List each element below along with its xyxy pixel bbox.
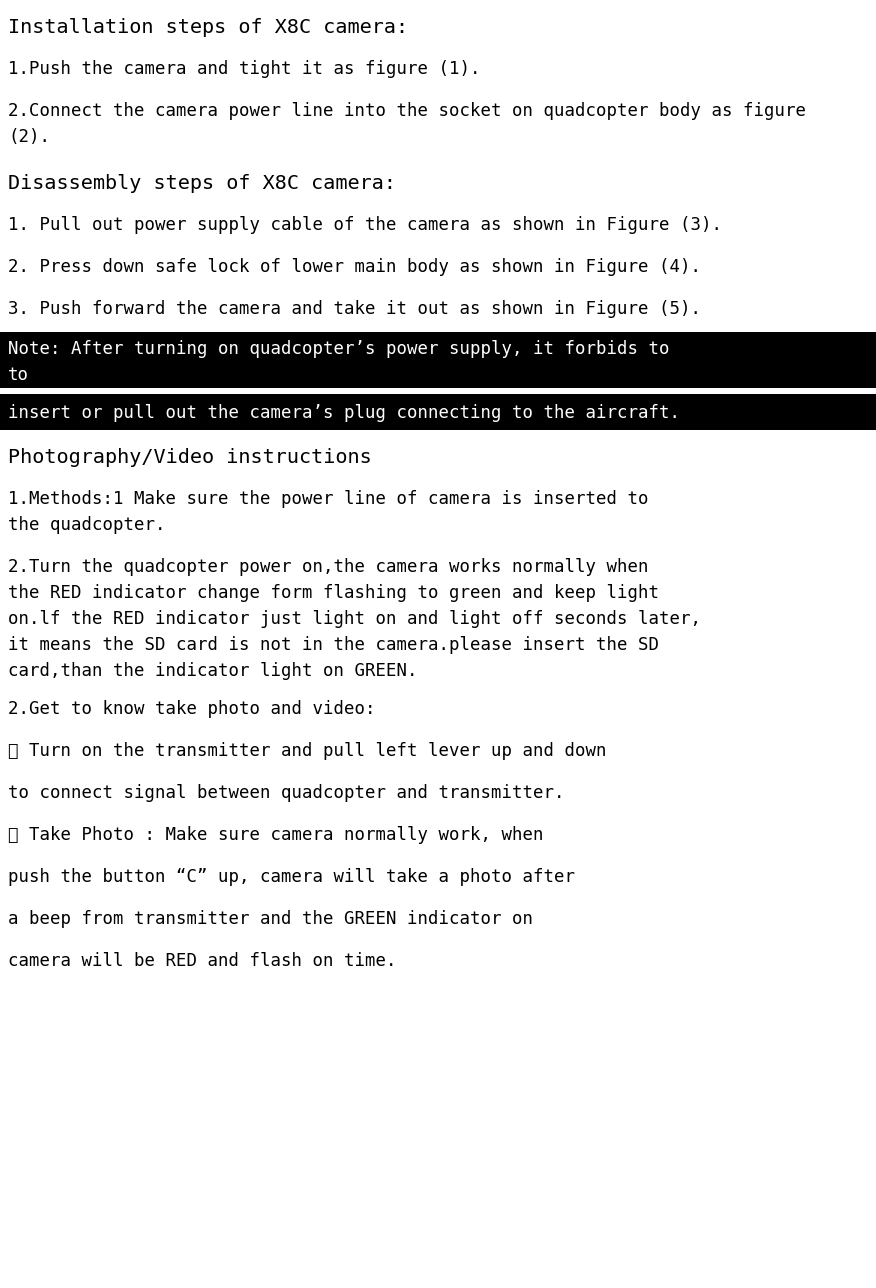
Text: it means the SD card is not in the camera.please insert the SD: it means the SD card is not in the camer…	[8, 636, 659, 654]
Text: a beep from transmitter and the GREEN indicator on: a beep from transmitter and the GREEN in…	[8, 911, 533, 927]
Text: 2. Press down safe lock of lower main body as shown in Figure (4).: 2. Press down safe lock of lower main bo…	[8, 258, 701, 276]
Text: the quadcopter.: the quadcopter.	[8, 516, 166, 535]
Text: push the button “C” up, camera will take a photo after: push the button “C” up, camera will take…	[8, 868, 575, 886]
Text: (2).: (2).	[8, 128, 50, 146]
Text: to connect signal between quadcopter and transmitter.: to connect signal between quadcopter and…	[8, 784, 564, 802]
Text: camera will be RED and flash on time.: camera will be RED and flash on time.	[8, 952, 397, 970]
Text: Installation steps of X8C camera:: Installation steps of X8C camera:	[8, 18, 408, 37]
Text: Note: After turning on quadcopter’s power supply, it forbids to: Note: After turning on quadcopter’s powe…	[8, 340, 669, 358]
Text: 2.Turn the quadcopter power on,the camera works normally when: 2.Turn the quadcopter power on,the camer…	[8, 558, 648, 576]
Text: 1. Pull out power supply cable of the camera as shown in Figure (3).: 1. Pull out power supply cable of the ca…	[8, 216, 722, 234]
Text: 3. Push forward the camera and take it out as shown in Figure (5).: 3. Push forward the camera and take it o…	[8, 300, 701, 318]
Text: 2.Connect the camera power line into the socket on quadcopter body as figure: 2.Connect the camera power line into the…	[8, 102, 806, 120]
Text: card,than the indicator light on GREEN.: card,than the indicator light on GREEN.	[8, 662, 418, 680]
Text: ① Turn on the transmitter and pull left lever up and down: ① Turn on the transmitter and pull left …	[8, 742, 606, 760]
Text: Disassembly steps of X8C camera:: Disassembly steps of X8C camera:	[8, 174, 396, 193]
Text: 1.Push the camera and tight it as figure (1).: 1.Push the camera and tight it as figure…	[8, 61, 481, 79]
Text: ② Take Photo : Make sure camera normally work, when: ② Take Photo : Make sure camera normally…	[8, 826, 543, 844]
Text: on.lf the RED indicator just light on and light off seconds later,: on.lf the RED indicator just light on an…	[8, 611, 701, 629]
Text: insert or pull out the camera’s plug connecting to the aircraft.: insert or pull out the camera’s plug con…	[8, 404, 680, 422]
Text: Photography/Video instructions: Photography/Video instructions	[8, 448, 371, 468]
Text: the RED indicator change form flashing to green and keep light: the RED indicator change form flashing t…	[8, 583, 659, 601]
Text: to: to	[8, 366, 29, 384]
Text: 1.Methods:1 Make sure the power line of camera is inserted to: 1.Methods:1 Make sure the power line of …	[8, 489, 648, 507]
Bar	[0, 394, 876, 430]
Bar	[0, 332, 876, 388]
Text: 2.Get to know take photo and video:: 2.Get to know take photo and video:	[8, 699, 376, 717]
